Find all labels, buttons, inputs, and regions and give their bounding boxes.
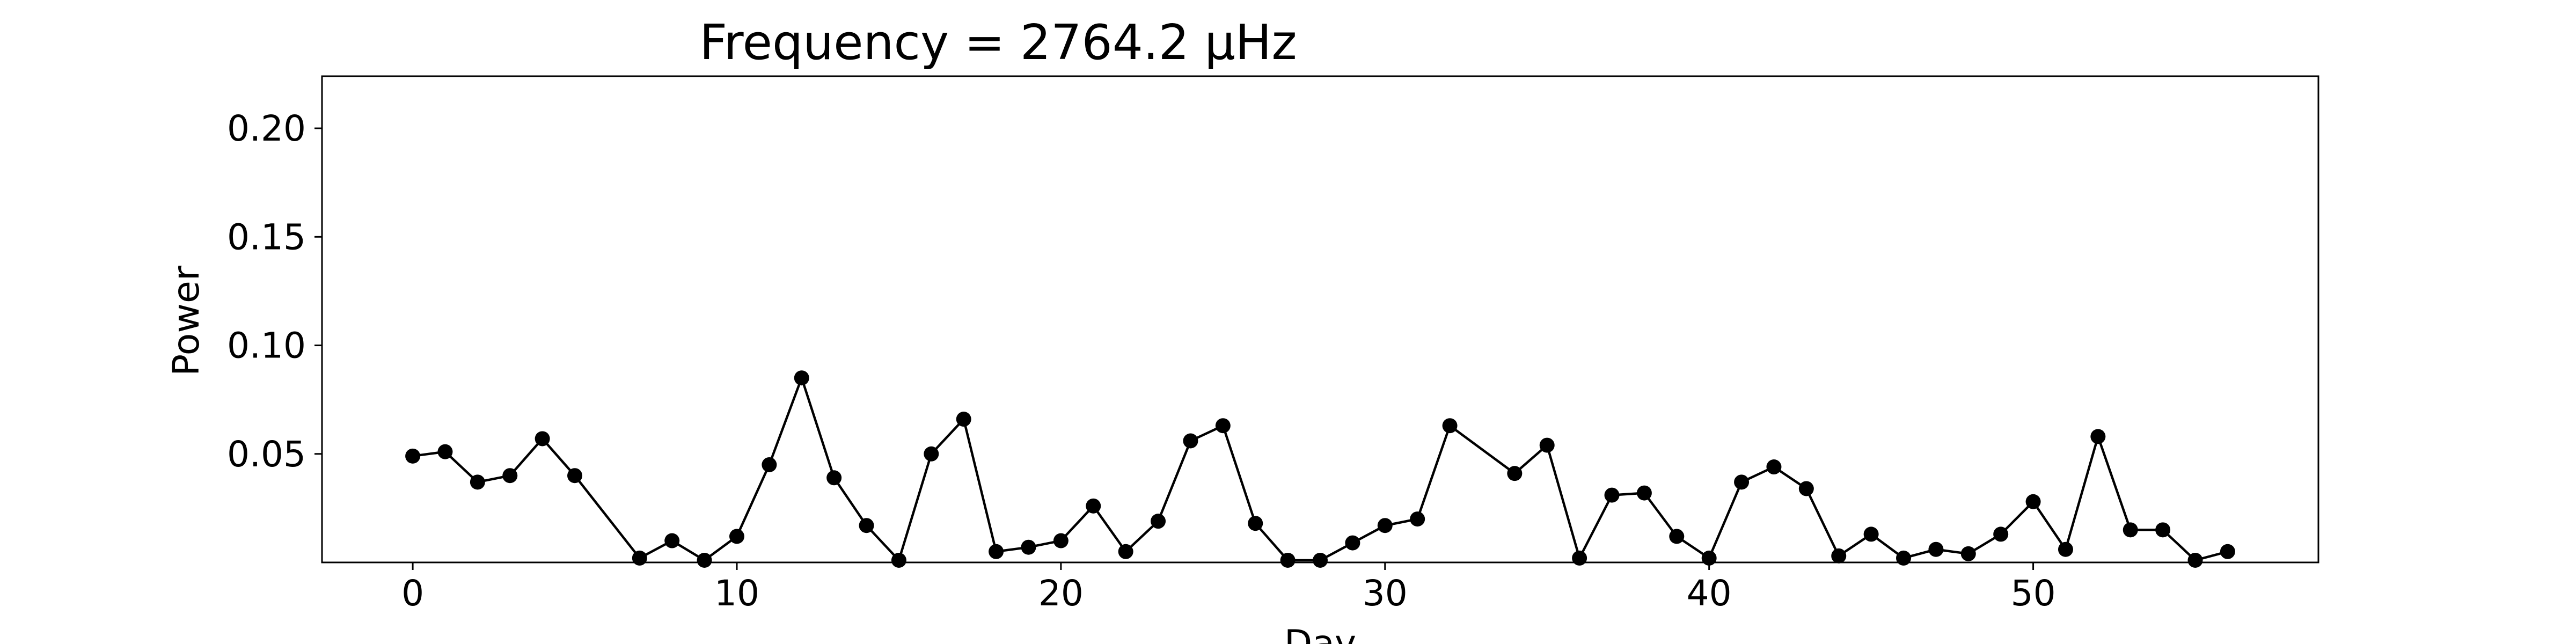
x-tick-label: 40 bbox=[1687, 573, 1732, 614]
data-point bbox=[2025, 494, 2041, 509]
data-point bbox=[729, 529, 744, 544]
data-point bbox=[632, 550, 647, 566]
y-axis: 0.05 0.10 0.15 0.20 bbox=[227, 108, 322, 475]
series-layer bbox=[405, 370, 2235, 568]
data-point bbox=[470, 474, 485, 490]
data-point bbox=[1701, 550, 1717, 566]
data-point bbox=[826, 470, 842, 486]
data-point bbox=[1960, 546, 1976, 561]
data-point bbox=[1766, 459, 1782, 475]
data-point bbox=[1798, 481, 1814, 496]
data-point bbox=[1604, 487, 1620, 503]
data-point bbox=[1831, 548, 1847, 564]
data-point bbox=[2155, 522, 2171, 538]
data-point bbox=[794, 370, 809, 386]
data-point bbox=[664, 533, 680, 548]
x-tick-label: 0 bbox=[401, 573, 424, 614]
data-point bbox=[405, 448, 421, 464]
y-tick-label: 0.05 bbox=[227, 434, 306, 475]
data-point bbox=[859, 518, 874, 533]
x-tick-label: 50 bbox=[2011, 573, 2056, 614]
data-point bbox=[2123, 522, 2138, 538]
data-point bbox=[502, 468, 518, 484]
x-tick-label: 30 bbox=[1363, 573, 1408, 614]
data-point bbox=[2220, 544, 2235, 559]
data-point bbox=[1377, 518, 1393, 533]
data-point bbox=[437, 444, 453, 459]
data-point bbox=[924, 446, 939, 462]
data-point bbox=[1734, 474, 1750, 490]
data-point bbox=[1669, 529, 1685, 544]
data-point bbox=[1118, 544, 1133, 559]
data-point bbox=[1086, 498, 1101, 514]
data-point bbox=[1507, 466, 1523, 481]
data-point bbox=[1572, 550, 1587, 566]
y-tick-label: 0.20 bbox=[227, 108, 306, 149]
data-point bbox=[567, 468, 583, 484]
data-point bbox=[1928, 541, 1944, 557]
data-point bbox=[1863, 526, 1879, 542]
data-point bbox=[1636, 485, 1652, 501]
data-point bbox=[956, 412, 971, 427]
x-tick-label: 20 bbox=[1038, 573, 1084, 614]
data-point bbox=[989, 544, 1004, 559]
data-point bbox=[1021, 539, 1036, 555]
data-point bbox=[1248, 516, 1263, 531]
y-tick-label: 0.15 bbox=[227, 216, 306, 258]
data-point bbox=[1993, 526, 2009, 542]
data-point bbox=[1442, 418, 1458, 434]
x-axis: 0 10 20 30 40 50 bbox=[401, 562, 2056, 614]
data-point bbox=[1345, 535, 1360, 551]
data-point bbox=[1183, 433, 1198, 449]
data-point bbox=[2187, 552, 2203, 568]
y-tick-label: 0.10 bbox=[227, 325, 306, 367]
data-point bbox=[1215, 418, 1231, 434]
x-axis-label: Day bbox=[1284, 623, 1356, 644]
data-point bbox=[2058, 541, 2073, 557]
data-point bbox=[1410, 511, 1425, 527]
plot-frame bbox=[321, 75, 2319, 564]
series-line bbox=[412, 376, 2228, 562]
data-point bbox=[762, 457, 777, 472]
data-point bbox=[2090, 429, 2106, 444]
data-point bbox=[1280, 552, 1296, 568]
data-point bbox=[1151, 514, 1166, 529]
data-point bbox=[697, 552, 712, 568]
data-point bbox=[891, 552, 906, 568]
data-point bbox=[1313, 552, 1328, 568]
data-point bbox=[535, 431, 550, 447]
chart-title: Frequency = 2764.2 μHz bbox=[699, 14, 1297, 71]
data-point bbox=[1896, 550, 1912, 566]
data-point bbox=[1053, 533, 1069, 548]
data-point bbox=[1539, 437, 1555, 453]
x-tick-label: 10 bbox=[714, 573, 759, 614]
y-axis-label: Power bbox=[165, 266, 208, 376]
